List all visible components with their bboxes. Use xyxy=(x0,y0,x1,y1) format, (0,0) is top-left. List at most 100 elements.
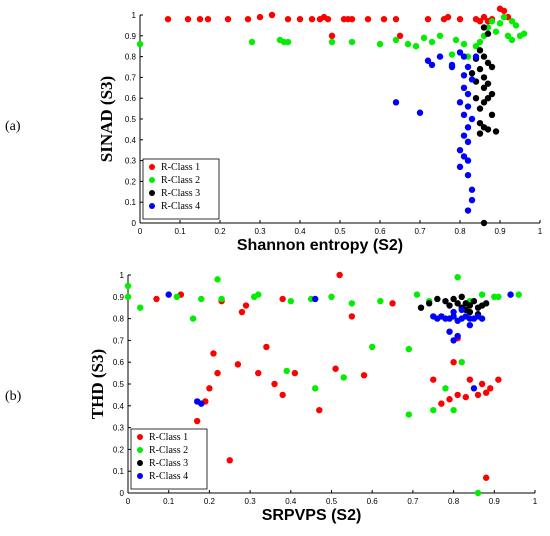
y-tick-label: 0.3 xyxy=(113,424,125,433)
point-r-class-2 xyxy=(448,51,456,58)
point-r-class-1 xyxy=(184,15,192,23)
point-r-class-2 xyxy=(124,282,132,290)
point-r-class-3 xyxy=(480,84,488,92)
point-r-class-1 xyxy=(256,13,264,21)
point-r-class-2 xyxy=(428,38,436,46)
y-tick-label: 0 xyxy=(120,489,125,498)
point-r-class-1 xyxy=(153,295,160,303)
point-r-class-4 xyxy=(507,291,514,298)
point-r-class-3 xyxy=(458,293,465,300)
point-r-class-1 xyxy=(263,343,270,351)
y-tick-label: 0.4 xyxy=(113,402,125,411)
point-r-class-1 xyxy=(308,15,316,23)
point-r-class-2 xyxy=(488,18,496,25)
point-r-class-4 xyxy=(450,308,457,316)
point-r-class-1 xyxy=(454,391,461,399)
point-r-class-1 xyxy=(196,15,204,23)
point-r-class-2 xyxy=(492,28,500,35)
x-tick-label: 1 xyxy=(533,497,538,506)
y-tick-label: 0.4 xyxy=(125,136,137,145)
point-r-class-2 xyxy=(287,297,294,305)
y-tick-label: 0.7 xyxy=(113,336,125,345)
x-tick-label: 0.5 xyxy=(326,497,338,506)
point-r-class-4 xyxy=(478,315,486,322)
y-tick-label: 0.8 xyxy=(125,53,137,62)
x-tick-label: 0.7 xyxy=(414,227,426,236)
point-r-class-3 xyxy=(488,63,496,71)
point-r-class-3 xyxy=(492,128,500,135)
point-r-class-2 xyxy=(124,293,132,300)
point-r-class-4 xyxy=(470,385,478,392)
legend-marker xyxy=(149,164,155,170)
point-r-class-4 xyxy=(464,207,472,214)
y-tick-label: 0.3 xyxy=(125,157,137,166)
y-tick-label: 0.9 xyxy=(125,32,137,41)
point-r-class-2 xyxy=(512,22,520,29)
point-r-class-4 xyxy=(456,163,464,171)
legend-box xyxy=(142,158,220,220)
x-axis-label: Shannon entropy (S2) xyxy=(237,237,403,254)
point-r-class-2 xyxy=(495,293,502,300)
point-r-class-2 xyxy=(412,43,420,50)
point-r-class-4 xyxy=(460,111,468,119)
point-r-class-2 xyxy=(405,345,413,353)
point-r-class-4 xyxy=(416,109,424,116)
chart-panel-0: (a) 0 0.1 0.2 0.3 0.4 0.5 0.6 0.7 0.8 0.9 1 0 0.1 0.2 0… xyxy=(5,5,543,254)
point-r-class-2 xyxy=(404,40,412,48)
point-r-class-4 xyxy=(312,295,319,303)
point-r-class-4 xyxy=(464,138,472,146)
point-r-class-2 xyxy=(328,38,336,46)
point-r-class-1 xyxy=(348,15,356,23)
point-r-class-1 xyxy=(360,372,368,379)
legend-marker xyxy=(149,203,155,209)
point-r-class-2 xyxy=(255,291,262,298)
point-r-class-3 xyxy=(476,130,484,137)
point-r-class-4 xyxy=(456,147,464,154)
point-r-class-3 xyxy=(488,111,496,119)
y-axis-label: THD (S3) xyxy=(88,349,107,419)
point-r-class-3 xyxy=(466,308,474,316)
point-r-class-2 xyxy=(504,32,512,39)
point-r-class-2 xyxy=(348,38,356,46)
point-r-class-1 xyxy=(380,15,388,23)
y-tick-label: 0.7 xyxy=(125,73,137,82)
point-r-class-3 xyxy=(482,300,490,307)
point-r-class-2 xyxy=(478,291,486,298)
point-r-class-3 xyxy=(476,47,484,54)
point-r-class-1 xyxy=(482,474,490,481)
x-tick-label: 0.6 xyxy=(374,227,386,236)
x-tick-label: 0 xyxy=(138,227,143,236)
point-r-class-1 xyxy=(424,15,432,23)
point-r-class-1 xyxy=(214,369,221,377)
point-r-class-1 xyxy=(476,18,484,25)
y-tick-label: 1 xyxy=(132,11,137,20)
point-r-class-4 xyxy=(468,196,476,204)
point-r-class-1 xyxy=(316,406,323,414)
point-r-class-1 xyxy=(296,15,304,23)
point-r-class-4 xyxy=(454,332,461,340)
point-r-class-2 xyxy=(284,38,292,46)
point-r-class-3 xyxy=(484,95,492,102)
point-r-class-1 xyxy=(234,361,242,368)
point-r-class-3 xyxy=(462,300,470,307)
point-r-class-2 xyxy=(496,20,504,27)
x-axis-label: SRPVPS (S2) xyxy=(262,507,362,524)
y-tick-label: 0.8 xyxy=(113,315,125,324)
point-r-class-2 xyxy=(248,38,256,46)
point-r-class-2 xyxy=(348,300,356,307)
point-r-class-2 xyxy=(460,40,468,48)
point-r-class-3 xyxy=(480,219,488,227)
point-r-class-4 xyxy=(392,99,400,106)
y-tick-label: 0.9 xyxy=(113,293,125,302)
x-tick-label: 0.4 xyxy=(285,497,297,506)
legend-marker xyxy=(137,434,143,440)
point-r-class-1 xyxy=(495,376,502,383)
x-tick-label: 0.4 xyxy=(294,227,306,236)
point-r-class-2 xyxy=(377,297,384,305)
point-r-class-4 xyxy=(460,153,468,160)
point-r-class-2 xyxy=(454,273,461,281)
point-r-class-3 xyxy=(476,65,484,73)
point-r-class-2 xyxy=(189,315,197,322)
point-r-class-2 xyxy=(452,36,460,44)
point-r-class-1 xyxy=(392,15,400,23)
